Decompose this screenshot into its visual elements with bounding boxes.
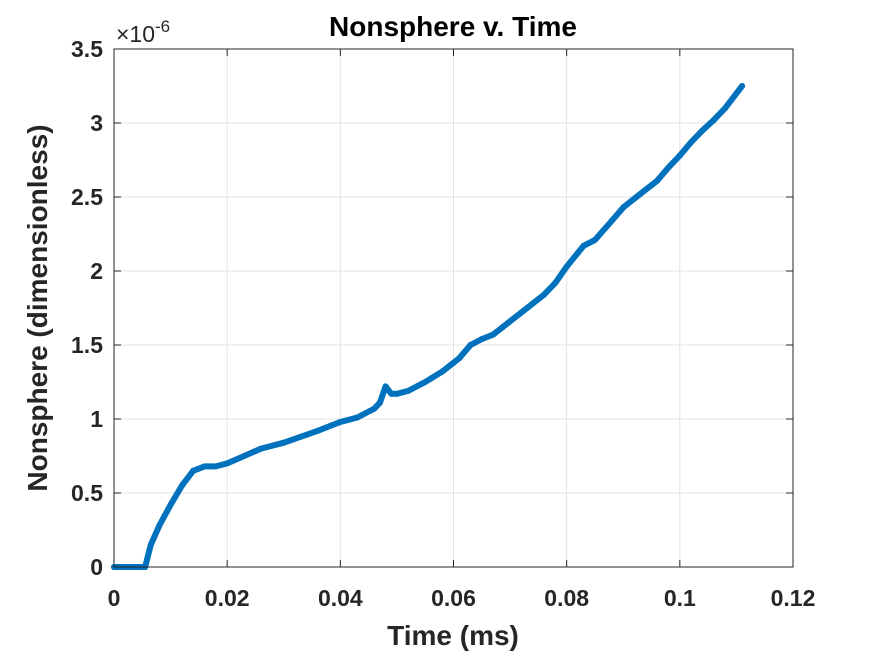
data-point: [147, 541, 154, 548]
y-tick-label: 3: [90, 110, 103, 136]
y-axis-label: Nonsphere (dimensionless): [22, 124, 53, 491]
data-point: [722, 105, 729, 112]
data-point: [201, 463, 208, 470]
y-tick-label: 2.5: [71, 184, 103, 210]
data-point: [733, 90, 740, 97]
data-point: [314, 427, 321, 434]
x-tick-label: 0: [108, 585, 121, 611]
data-point: [405, 387, 412, 394]
x-tick-label: 0.06: [431, 585, 476, 611]
data-point: [507, 318, 514, 325]
data-point: [688, 139, 695, 146]
data-point: [541, 291, 547, 298]
x-tick-label: 0.02: [205, 585, 250, 611]
data-point: [620, 204, 627, 211]
data-point: [439, 368, 446, 375]
x-tick-label: 0.1: [664, 585, 696, 611]
data-point: [739, 83, 746, 89]
data-point: [478, 336, 485, 343]
data-point: [178, 482, 185, 489]
y-tick-label: 1.5: [71, 332, 103, 358]
data-point: [156, 522, 163, 529]
data-point: [456, 355, 463, 362]
y-tick-label: 0.5: [71, 480, 103, 506]
y-exponent-base: ×10: [116, 21, 155, 47]
y-tick-label: 3.5: [71, 36, 103, 62]
y-exponent-label: ×10-6: [116, 17, 170, 47]
series-group: [111, 83, 746, 570]
x-axis-label: Time (ms): [387, 620, 519, 651]
data-point: [637, 191, 644, 197]
data-point: [241, 453, 248, 459]
x-tick-label: 0.08: [544, 585, 589, 611]
data-point: [337, 419, 344, 425]
data-point: [258, 445, 265, 452]
y-axis: 0 0.5 1 1.5 2 2.5 3 3.5: [71, 36, 793, 580]
grid: [114, 49, 793, 567]
data-point: [224, 460, 231, 467]
data-point: [280, 439, 287, 446]
y-exponent-power: -6: [155, 17, 170, 36]
y-tick-label: 1: [90, 406, 103, 432]
data-point: [552, 279, 559, 286]
data-point: [654, 177, 661, 184]
data-point: [382, 383, 389, 390]
data-point: [563, 263, 570, 270]
data-point: [167, 501, 174, 508]
y-tick-label: 0: [90, 554, 103, 580]
data-point: [297, 433, 304, 440]
data-point: [393, 390, 400, 397]
data-point: [665, 164, 672, 171]
data-point: [190, 467, 197, 474]
data-point: [422, 379, 429, 385]
data-point: [608, 217, 615, 224]
data-point: [376, 399, 383, 406]
data-point: [212, 463, 219, 470]
data-point: [354, 414, 361, 421]
data-point: [580, 242, 587, 249]
data-point: [388, 390, 395, 397]
data-point: [699, 127, 706, 134]
x-tick-label: 0.04: [318, 585, 363, 611]
data-point: [467, 342, 474, 348]
x-axis: 0 0.02 0.04 0.06 0.08 0.1 0.12: [108, 49, 816, 611]
x-tick-label: 0.12: [771, 585, 816, 611]
data-point: [592, 236, 598, 243]
data-point: [676, 152, 683, 159]
y-tick-label: 2: [90, 258, 103, 284]
data-point: [371, 405, 378, 412]
chart-title: Nonsphere v. Time: [329, 11, 577, 42]
data-point: [710, 117, 717, 123]
data-point: [524, 305, 531, 311]
data-point: [490, 331, 497, 338]
